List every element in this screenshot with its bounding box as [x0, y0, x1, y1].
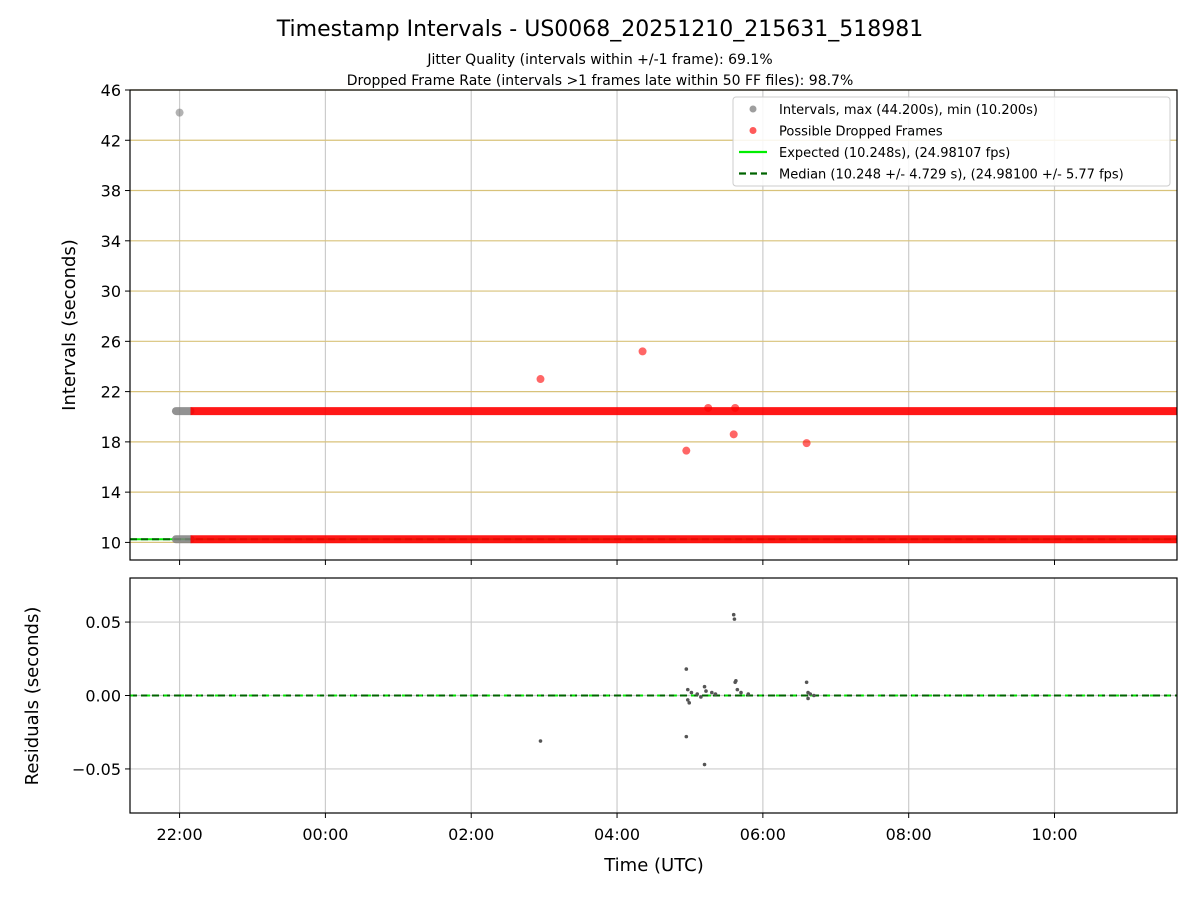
legend-entry-label: Possible Dropped Frames [779, 125, 943, 140]
residual-point [695, 692, 700, 696]
x-tick-label: 00:00 [302, 825, 348, 844]
x-tick-label: 02:00 [448, 825, 494, 844]
residual-point [806, 696, 810, 701]
dropped-frame-point [802, 439, 811, 448]
residual-point [713, 692, 718, 696]
bottom-y-tick-label: −0.05 [72, 760, 121, 779]
dropped-frame-point [704, 403, 713, 412]
residual-point [804, 680, 809, 685]
top-y-tick-label: 22 [101, 383, 121, 402]
legend-entry-label: Median (10.248 +/- 4.729 s), (24.98100 +… [779, 168, 1124, 183]
top-y-tick-label: 34 [101, 232, 121, 251]
top-y-tick-label: 14 [101, 483, 121, 502]
x-axis-label: Time (UTC) [603, 855, 704, 876]
x-tick-label: 08:00 [886, 825, 932, 844]
top-y-tick-label: 26 [101, 332, 121, 351]
top-y-tick-label: 30 [101, 282, 121, 301]
dropped-frame-point [731, 403, 740, 412]
residual-point [704, 689, 708, 693]
residual-point [685, 687, 690, 692]
top-y-tick-label: 46 [101, 81, 121, 100]
top-y-axis-label: Intervals (seconds) [59, 239, 80, 411]
residual-point [702, 684, 707, 689]
chart-title: Timestamp Intervals - US0068_20251210_21… [276, 17, 923, 42]
residual-point [699, 695, 703, 699]
residual-point [735, 687, 740, 692]
x-tick-label: 22:00 [157, 825, 203, 844]
chart-subtitle-jitter: Jitter Quality (intervals within +/-1 fr… [426, 52, 772, 68]
residual-point [702, 762, 707, 767]
residual-point [684, 667, 689, 671]
dropped-frame-point [729, 430, 738, 439]
dropped-frame-point [536, 375, 545, 384]
top-y-tick-label: 38 [101, 182, 121, 201]
dropped-frame-point [682, 446, 691, 455]
top-y-tick-label: 18 [101, 433, 121, 452]
residual-point [685, 698, 690, 702]
x-tick-label: 10:00 [1031, 825, 1077, 844]
legend-entry-label: Intervals, max (44.200s), min (10.200s) [779, 103, 1038, 118]
dropped-frame-point [638, 347, 647, 356]
residual-point [732, 617, 737, 621]
bottom-y-tick-label: 0.00 [85, 687, 121, 706]
legend-entry-label: Expected (10.248s), (24.98107 fps) [779, 146, 1010, 161]
residual-point [731, 612, 736, 617]
top-panel-frame [129, 89, 1178, 561]
interval-point [175, 108, 184, 117]
residual-point [812, 693, 816, 698]
top-y-tick-label: 10 [101, 533, 121, 552]
x-tick-label: 04:00 [594, 825, 640, 844]
residual-point [746, 692, 751, 696]
residual-point [710, 690, 714, 695]
residual-point [739, 690, 743, 695]
residual-point [684, 734, 689, 739]
bottom-y-axis-label: Residuals (seconds) [22, 607, 43, 786]
legend-box [732, 96, 1171, 187]
x-tick-label: 06:00 [740, 825, 786, 844]
residual-point [687, 701, 692, 705]
residual-point [538, 739, 543, 743]
residual-point [689, 690, 694, 695]
bottom-y-tick-label: 0.05 [85, 613, 121, 632]
residual-point [808, 692, 813, 696]
chart-subtitle-dropped: Dropped Frame Rate (intervals >1 frames … [347, 73, 854, 89]
top-y-tick-label: 42 [101, 131, 121, 150]
legend-marker [749, 105, 757, 113]
residual-point [734, 679, 738, 683]
legend-marker [749, 127, 757, 134]
